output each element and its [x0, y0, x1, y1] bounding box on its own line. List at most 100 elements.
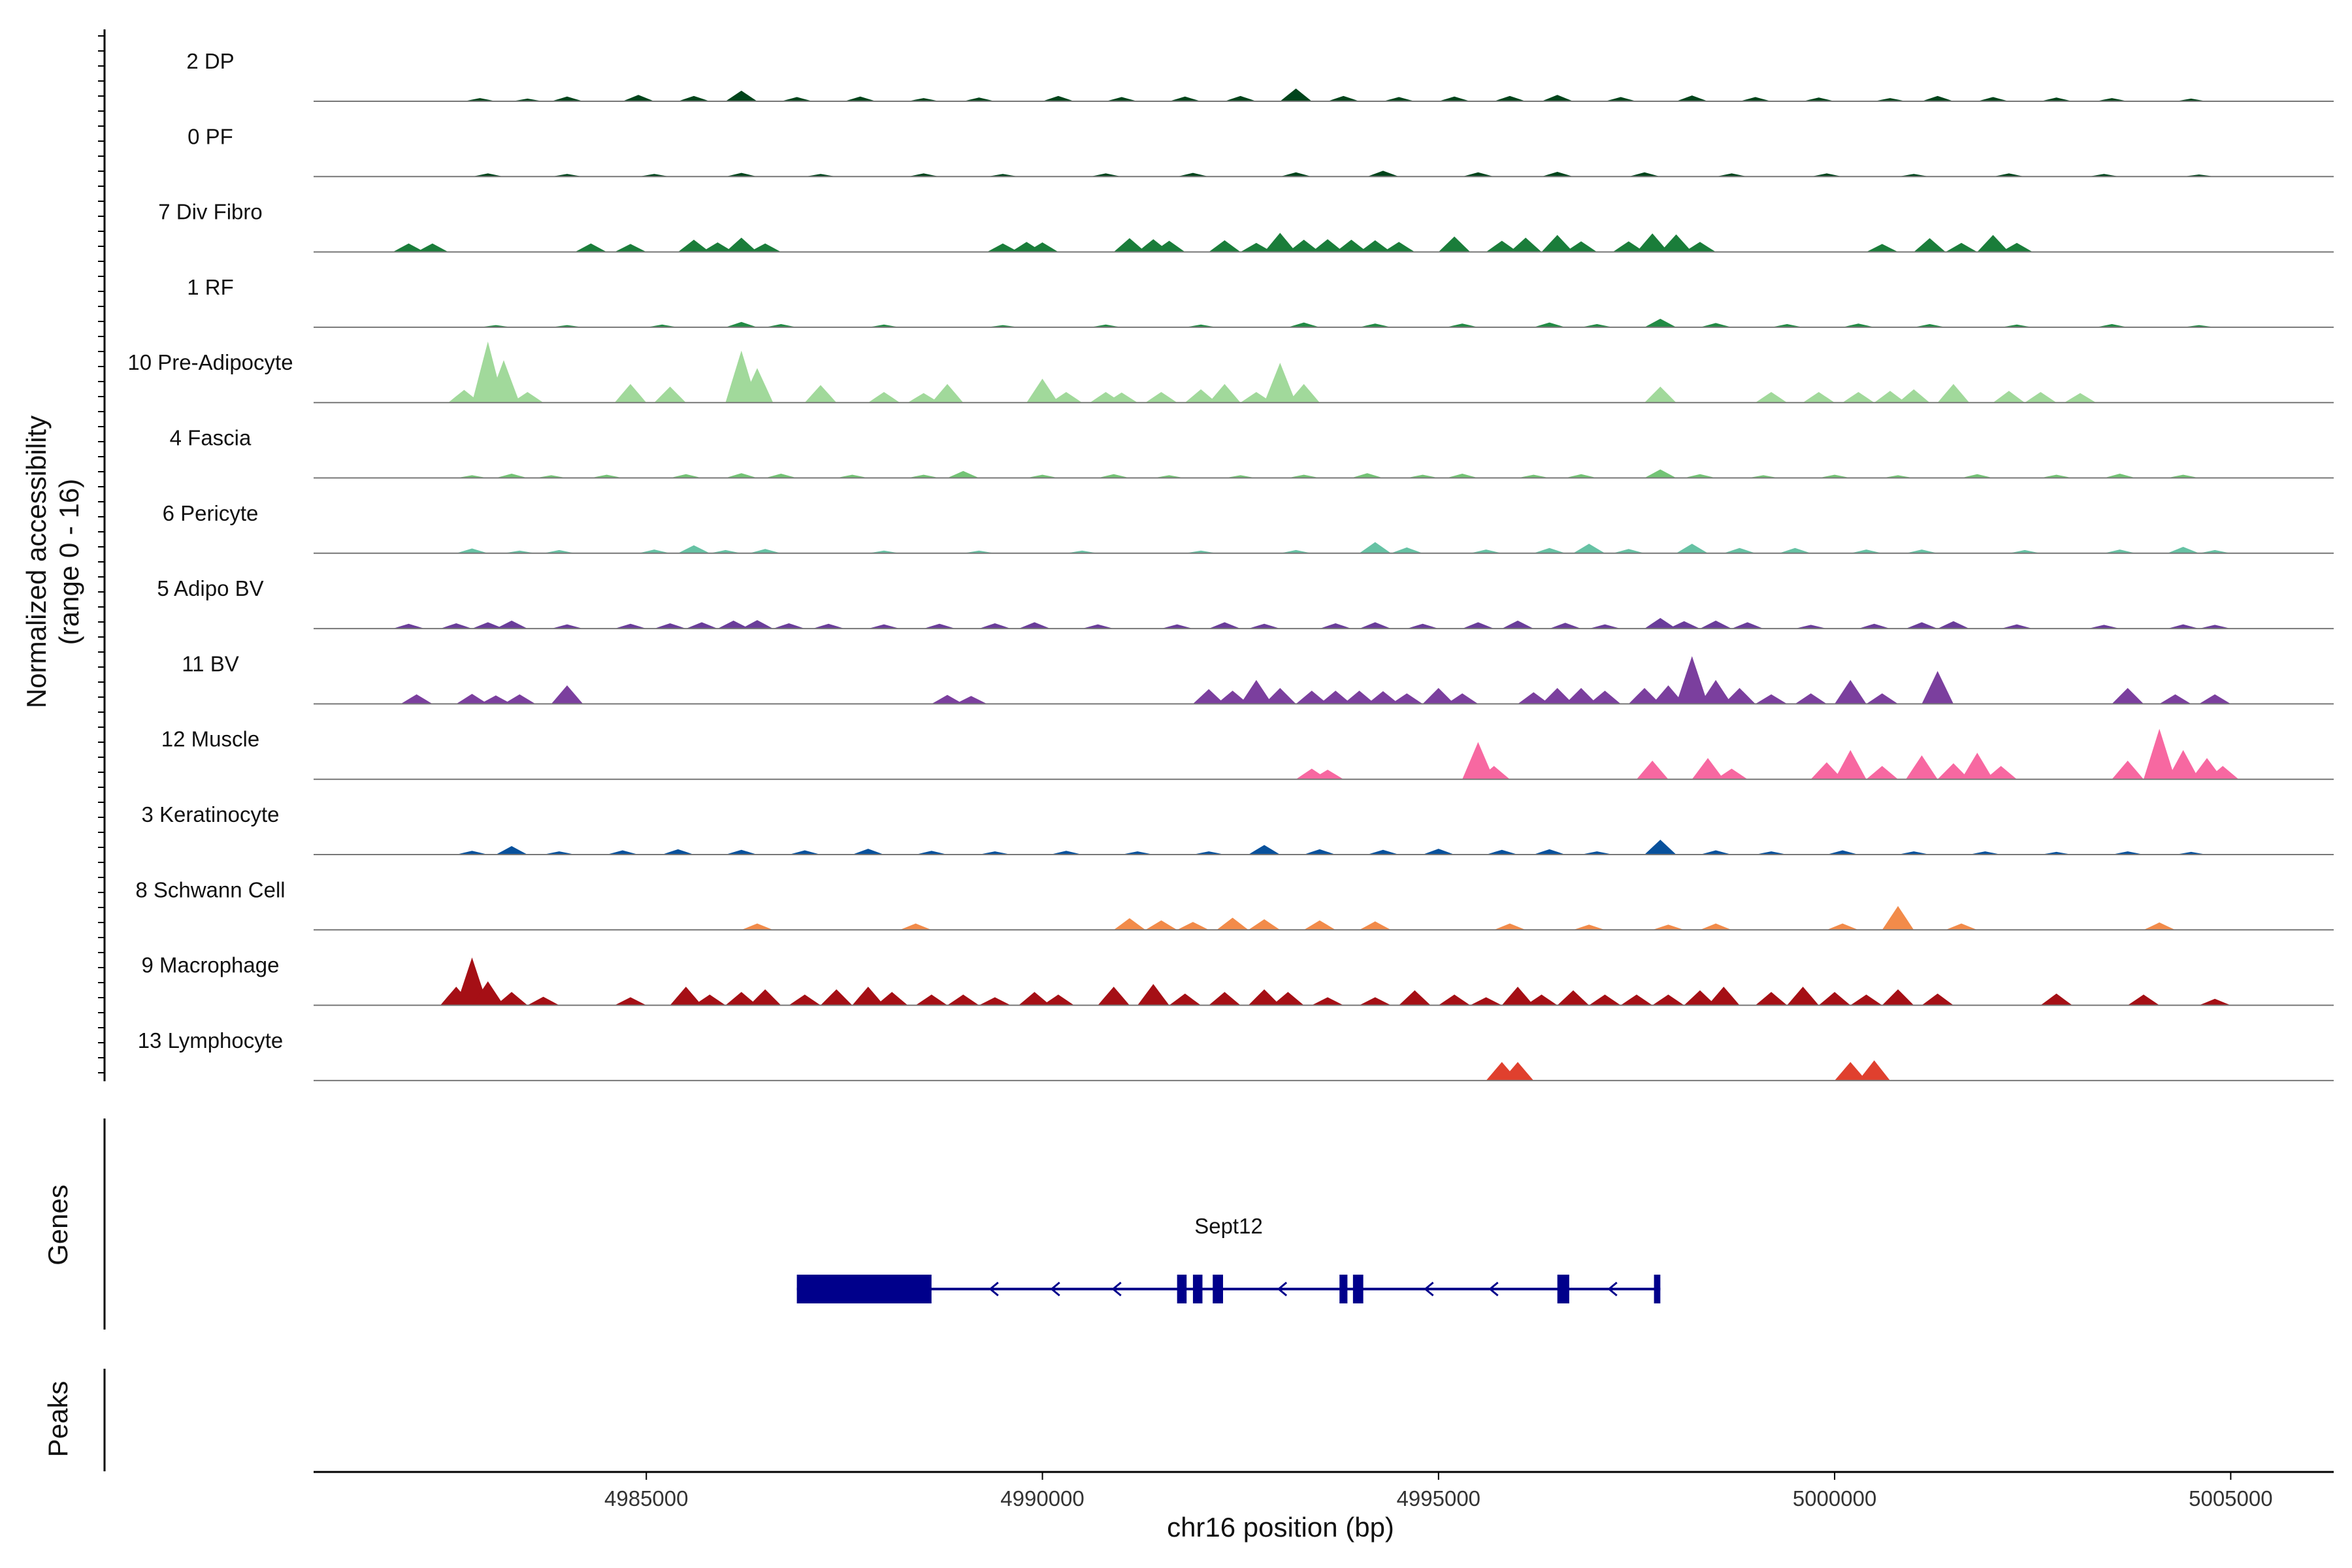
accessibility-peak: [1272, 992, 1304, 1005]
accessibility-peak: [1961, 753, 1993, 779]
accessibility-peak: [2112, 760, 2144, 779]
accessibility-peak: [1518, 692, 1550, 704]
accessibility-peak: [464, 98, 496, 101]
accessibility-peak: [702, 242, 734, 252]
accessibility-peak: [1755, 392, 1788, 403]
accessibility-peak: [1565, 688, 1597, 704]
accessibility-peak: [2112, 851, 2144, 855]
accessibility-peak: [1359, 997, 1392, 1005]
accessibility-peak: [1906, 622, 1938, 629]
accessibility-peak: [1818, 474, 1851, 478]
accessibility-peak: [1589, 691, 1621, 704]
track-4: 1 RF: [187, 275, 2334, 328]
accessibility-peak: [1914, 238, 1946, 252]
x-axis-ticks: 4985000 4990000 4995000 5000000 5005000: [604, 1472, 2273, 1511]
accessibility-peak: [1605, 97, 1637, 101]
accessibility-peak: [1993, 391, 2025, 403]
accessibility-peak: [1518, 474, 1550, 478]
track-label: 4 Fascia: [170, 426, 252, 450]
track-label: 1 RF: [187, 275, 234, 299]
accessibility-peak: [1050, 851, 1083, 855]
accessibility-peak: [638, 549, 670, 553]
accessibility-peak: [1462, 742, 1494, 779]
accessibility-peak: [400, 694, 433, 704]
accessibility-peak: [2040, 97, 2072, 101]
accessibility-peak: [678, 545, 710, 553]
accessibility-peak: [907, 98, 939, 101]
strand-arrow: [1111, 1281, 1122, 1297]
accessibility-peak: [717, 620, 749, 629]
accessibility-peak: [1359, 240, 1392, 252]
accessibility-peak: [1906, 549, 1938, 553]
accessibility-peak: [1700, 679, 1732, 704]
track-label: 3 Keratinocyte: [142, 802, 280, 826]
track-label: 11 BV: [182, 651, 238, 676]
accessibility-peak: [1723, 688, 1756, 704]
accessibility-peak: [551, 685, 583, 704]
accessibility-peak: [1145, 392, 1177, 403]
accessibility-peak: [495, 846, 528, 855]
accessibility-peak: [646, 324, 678, 327]
accessibility-peak: [1914, 324, 1946, 327]
accessibility-peak: [1026, 474, 1058, 478]
accessibility-peak: [694, 994, 726, 1005]
x-tick-label: 4990000: [1000, 1486, 1084, 1511]
accessibility-peak: [1620, 994, 1653, 1005]
accessibility-peak: [1209, 240, 1241, 252]
accessibility-peak: [495, 474, 528, 478]
accessibility-peak: [1961, 474, 1993, 478]
accessibility-peak: [1937, 384, 1970, 403]
accessibility-peak: [915, 994, 947, 1005]
accessibility-peak: [1541, 95, 1573, 101]
accessibility-peak: [1795, 625, 1827, 629]
accessibility-peak: [1113, 238, 1146, 252]
accessibility-peak: [456, 694, 488, 704]
accessibility-peak: [1676, 95, 1708, 101]
accessibility-peak: [1589, 994, 1621, 1005]
accessibility-peak: [947, 470, 979, 478]
accessibility-peak: [654, 386, 686, 403]
accessibility-peak: [781, 97, 813, 101]
accessibility-peak: [765, 474, 797, 478]
accessibility-peak: [416, 243, 449, 252]
accessibility-peak: [2040, 993, 2072, 1005]
accessibility-peak: [606, 850, 639, 855]
accessibility-peak: [1937, 763, 1970, 779]
accessibility-peak: [1470, 549, 1502, 553]
accessibility-peak: [1090, 173, 1122, 177]
track-label: 13 Lymphocyte: [138, 1028, 284, 1053]
accessibility-peak: [1192, 851, 1225, 855]
accessibility-peak: [1637, 233, 1669, 252]
accessibility-peak: [1882, 906, 1914, 930]
accessibility-peak: [1795, 693, 1827, 704]
track-label: 7 Div Fibro: [158, 200, 263, 224]
accessibility-peak: [1224, 95, 1256, 101]
accessibility-peak: [1209, 992, 1241, 1005]
accessibility-peak: [844, 96, 876, 101]
accessibility-peak: [875, 992, 908, 1005]
accessibility-peak: [1019, 992, 1051, 1005]
accessibility-peak: [543, 549, 576, 553]
accessibility-peak: [1565, 241, 1597, 252]
accessibility-peak: [773, 623, 805, 629]
strand-arrow: [1277, 1281, 1288, 1297]
accessibility-peak: [1462, 622, 1494, 629]
accessibility-peak: [1945, 923, 1978, 930]
accessibility-peak: [1264, 233, 1296, 252]
accessibility-peak: [1755, 851, 1788, 855]
accessibility-peak: [1755, 694, 1788, 704]
gene-exon: [796, 1275, 932, 1303]
accessibility-peak: [2175, 98, 2207, 101]
accessibility-peak: [1248, 989, 1281, 1005]
accessibility-peak: [393, 243, 425, 252]
accessibility-peak: [1747, 475, 1780, 478]
accessibility-peak: [2198, 998, 2231, 1005]
accessibility-peak: [662, 849, 694, 855]
accessibility-peak: [1850, 994, 1882, 1005]
strand-arrow: [1050, 1281, 1060, 1297]
x-tick-label: 4995000: [1397, 1486, 1480, 1511]
accessibility-peak: [979, 623, 1011, 629]
track-label: 10 Pre-Adipocyte: [127, 350, 293, 374]
accessibility-peak: [1264, 688, 1296, 704]
accessibility-peak: [2096, 98, 2128, 101]
